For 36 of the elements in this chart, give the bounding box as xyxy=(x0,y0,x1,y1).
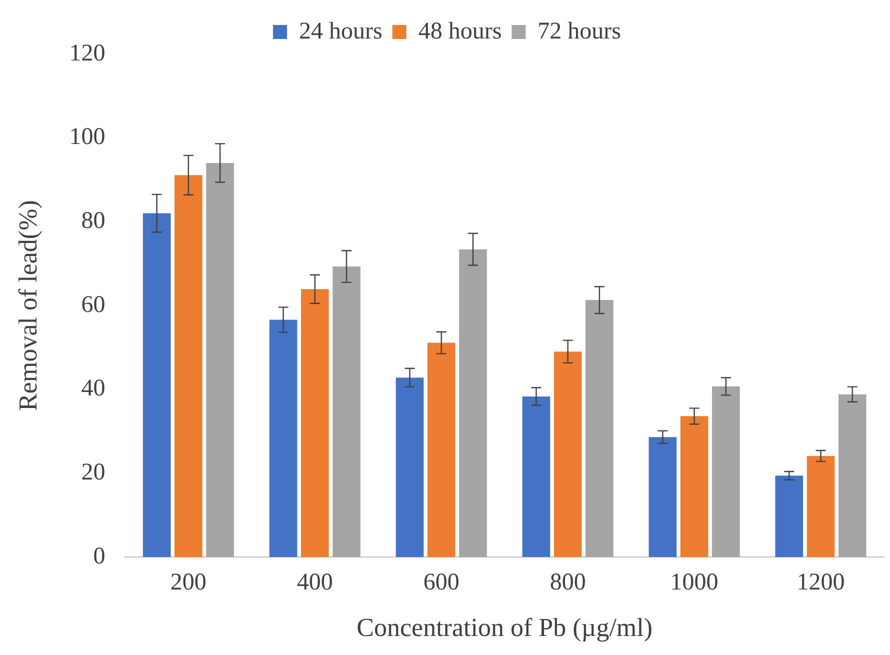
bar xyxy=(554,352,582,557)
bar xyxy=(142,213,171,557)
y-tick-label: 40 xyxy=(81,376,106,402)
y-tick-label: 80 xyxy=(81,208,106,234)
bar xyxy=(838,394,866,557)
y-tick-label: 0 xyxy=(93,543,106,570)
bar xyxy=(174,175,202,557)
legend-label: 24 hours xyxy=(299,18,382,44)
y-tick-label: 120 xyxy=(69,40,106,66)
x-tick-label: 200 xyxy=(170,570,206,596)
legend-label: 72 hours xyxy=(538,18,622,44)
bar xyxy=(396,378,424,557)
bar xyxy=(459,249,487,557)
bar xyxy=(586,300,614,557)
bar xyxy=(269,320,298,557)
bar xyxy=(806,456,835,557)
x-tick-label: 1000 xyxy=(670,570,718,596)
x-axis-title: Concentration of Pb (µg/ml) xyxy=(356,613,653,642)
bar xyxy=(648,437,677,557)
bar xyxy=(712,386,740,557)
y-axis-title: Removal of lead(%) xyxy=(13,200,42,411)
bar xyxy=(522,396,550,557)
bar xyxy=(300,289,329,557)
legend-label: 48 hours xyxy=(418,18,502,44)
y-tick-label: 60 xyxy=(81,292,106,318)
y-tick-label: 20 xyxy=(81,459,106,486)
bar xyxy=(206,162,234,557)
x-tick-label: 600 xyxy=(423,570,460,596)
bar xyxy=(427,342,456,557)
bar xyxy=(680,416,708,557)
x-tick-label: 400 xyxy=(296,570,333,596)
x-tick-label: 800 xyxy=(550,570,586,596)
bar xyxy=(775,476,804,557)
x-tick-label: 1200 xyxy=(796,570,845,596)
bar xyxy=(332,266,360,557)
y-tick-label: 100 xyxy=(69,124,106,150)
